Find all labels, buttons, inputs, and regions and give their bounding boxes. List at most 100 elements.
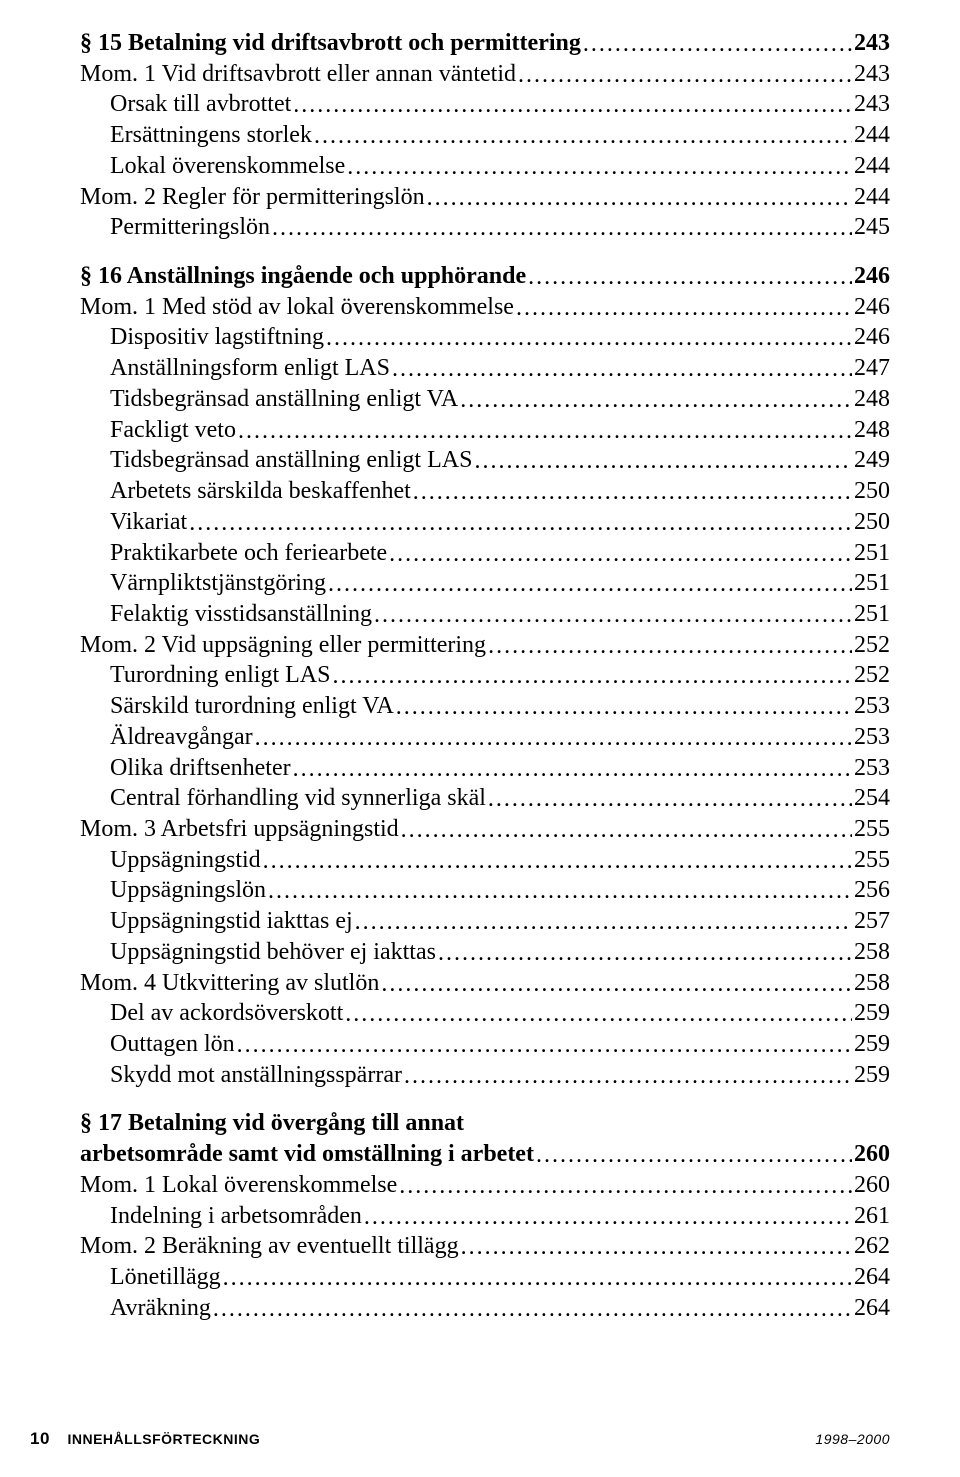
document-page: § 15 Betalning vid driftsavbrott och per…	[0, 0, 960, 1477]
toc-entry-page: 244	[854, 120, 890, 151]
toc-entry: Arbetets särskilda beskaffenhet250	[80, 476, 890, 507]
toc-leader-dots	[518, 60, 852, 91]
toc-leader-dots	[399, 1171, 852, 1202]
toc-leader-dots	[364, 1202, 852, 1233]
toc-leader-dots	[293, 90, 852, 121]
toc-leader-dots	[223, 1263, 852, 1294]
toc-entry-page: 249	[854, 445, 890, 476]
toc-entry-title: Skydd mot anställningsspärrar	[110, 1060, 402, 1091]
toc-entry-title: Felaktig visstidsanställning	[110, 599, 372, 630]
toc-leader-dots	[396, 692, 852, 723]
toc-leader-dots	[401, 815, 852, 846]
toc-entry-page: 264	[854, 1293, 890, 1324]
toc-entry: Uppsägningslön 256	[80, 875, 890, 906]
toc-entry-page: 264	[854, 1262, 890, 1293]
toc-entry-page: 251	[854, 568, 890, 599]
toc-entry-page: 256	[854, 875, 890, 906]
toc-entry-page: 255	[854, 814, 890, 845]
page-footer: 10 INNEHÅLLSFÖRTECKNING 1998–2000	[30, 1429, 890, 1449]
toc-entry: Uppsägningstid255	[80, 845, 890, 876]
toc-entry-title: Ersättningens storlek	[110, 120, 312, 151]
toc-entry-page: 244	[854, 182, 890, 213]
toc-leader-dots	[328, 569, 852, 600]
toc-entry-page: 260	[854, 1170, 890, 1201]
toc-leader-dots	[238, 416, 852, 447]
toc-leader-dots	[332, 661, 852, 692]
toc-entry: Mom. 2 Vid uppsägning eller permittering…	[80, 630, 890, 661]
toc-entry-title: § 16 Anställnings ingående och upphörand…	[80, 261, 526, 292]
toc-leader-dots	[263, 846, 852, 877]
toc-entry-page: 244	[854, 151, 890, 182]
toc-entry-title: Indelning i arbetsområden	[110, 1201, 362, 1232]
toc-entry-page: 248	[854, 384, 890, 415]
toc-entry-title: Outtagen lön	[110, 1029, 235, 1060]
toc-entry-page: 254	[854, 783, 890, 814]
toc-leader-dots	[189, 508, 852, 539]
toc-entry-title: Anställningsform enligt LAS	[110, 353, 390, 384]
toc-entry-page: 252	[854, 630, 890, 661]
toc-entry-title: Mom. 3 Arbetsfri uppsägningstid	[80, 814, 399, 845]
toc-entry-page: 243	[854, 59, 890, 90]
footer-section-label: INNEHÅLLSFÖRTECKNING	[67, 1431, 260, 1447]
toc-entry-page: 251	[854, 538, 890, 569]
toc-entry-title: Tidsbegränsad anställning enligt LAS	[110, 445, 472, 476]
toc-entry-page: 245	[854, 212, 890, 243]
toc-leader-dots	[392, 354, 852, 385]
toc-entry-page: 253	[854, 722, 890, 753]
footer-left: 10 INNEHÅLLSFÖRTECKNING	[30, 1429, 260, 1449]
toc-entry-title: Central förhandling vid synnerliga skäl	[110, 783, 486, 814]
toc-entry-title: Del av ackordsöverskott	[110, 998, 343, 1029]
toc-entry: Mom. 1 Vid driftsavbrott eller annan vän…	[80, 59, 890, 90]
toc-entry: Skydd mot anställningsspärrar259	[80, 1060, 890, 1091]
toc-entry-title: Uppsägningslön	[110, 875, 266, 906]
toc-entry-page: 259	[854, 1029, 890, 1060]
toc-entry: Del av ackordsöverskott259	[80, 998, 890, 1029]
toc-entry: Uppsägningstid behöver ej iakttas258	[80, 937, 890, 968]
toc-entry: Mom. 1 Lokal överenskommelse 260	[80, 1170, 890, 1201]
toc-entry: Central förhandling vid synnerliga skäl 2…	[80, 783, 890, 814]
toc-entry-title: Tidsbegränsad anställning enligt VA	[110, 384, 458, 415]
toc-entry: Avräkning264	[80, 1293, 890, 1324]
toc-entry: § 17 Betalning vid övergång till annat	[80, 1108, 890, 1139]
toc-entry: Indelning i arbetsområden261	[80, 1201, 890, 1232]
toc-entry: Lönetillägg264	[80, 1262, 890, 1293]
toc-entry-title: Mom. 4 Utkvittering av slutlön	[80, 968, 379, 999]
toc-leader-dots	[461, 1232, 852, 1263]
toc-entry-title: Mom. 2 Beräkning av eventuellt tillägg	[80, 1231, 459, 1262]
toc-entry: Mom. 2 Regler för permitteringslön 244	[80, 182, 890, 213]
toc-leader-dots	[326, 323, 852, 354]
toc-leader-dots	[528, 262, 852, 293]
toc-leader-dots	[488, 784, 852, 815]
toc-entry-title: Mom. 1 Lokal överenskommelse	[80, 1170, 397, 1201]
toc-entry: Orsak till avbrottet243	[80, 89, 890, 120]
toc-entry-title: Mom. 2 Regler för permitteringslön	[80, 182, 425, 213]
toc-entry-page: 246	[854, 261, 890, 292]
toc-entry: Äldreavgångar253	[80, 722, 890, 753]
toc-leader-dots	[293, 754, 852, 785]
toc-entry-title: Uppsägningstid	[110, 845, 261, 876]
toc-leader-dots	[374, 600, 852, 631]
toc-entry: Anställningsform enligt LAS247	[80, 353, 890, 384]
toc-leader-dots	[516, 293, 852, 324]
toc-entry-page: 258	[854, 968, 890, 999]
toc-entry-page: 257	[854, 906, 890, 937]
toc-leader-dots	[314, 121, 852, 152]
toc-entry-page: 246	[854, 322, 890, 353]
toc-entry-page: 246	[854, 292, 890, 323]
toc-entry-title: Fackligt veto	[110, 415, 236, 446]
toc-entry-title: § 15 Betalning vid driftsavbrott och per…	[80, 28, 581, 59]
toc-entry: Dispositiv lagstiftning246	[80, 322, 890, 353]
toc-entry-title: Uppsägningstid behöver ej iakttas	[110, 937, 436, 968]
toc-entry-page: 253	[854, 691, 890, 722]
toc-leader-dots	[536, 1140, 852, 1171]
toc-entry-title: Mom. 1 Med stöd av lokal överenskommelse	[80, 292, 514, 323]
toc-entry: arbetsområde samt vid omställning i arbe…	[80, 1139, 890, 1170]
toc-entry-page: 250	[854, 507, 890, 538]
toc-leader-dots	[438, 938, 852, 969]
footer-page-number: 10	[30, 1429, 50, 1448]
toc-entry: § 16 Anställnings ingående och upphörand…	[80, 261, 890, 292]
toc-entry: Vikariat250	[80, 507, 890, 538]
toc-entry-page: 248	[854, 415, 890, 446]
toc-leader-dots	[404, 1061, 852, 1092]
toc-entry-title: Mom. 2 Vid uppsägning eller permittering	[80, 630, 486, 661]
